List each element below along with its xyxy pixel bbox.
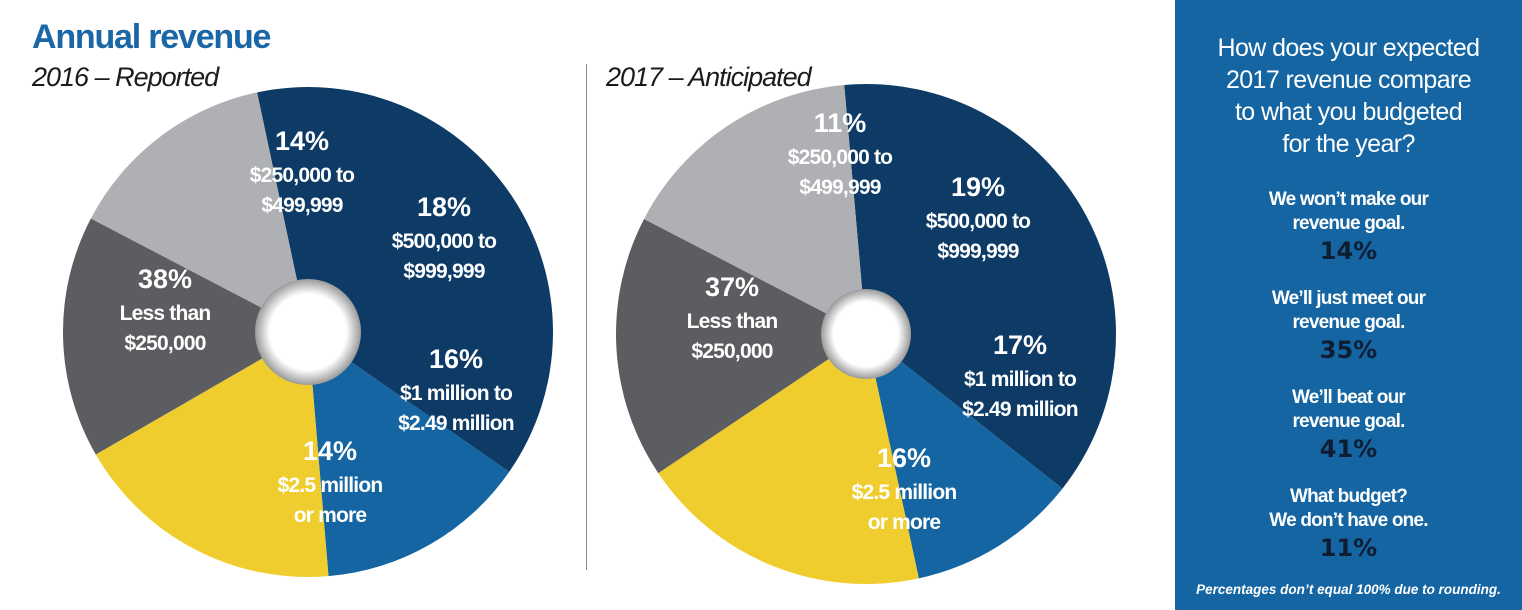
data-label-1-million-to-2-49-million: 16% $1 million to $2.49 million xyxy=(398,344,514,435)
data-label-2-5-million-or-more: 16% $2.5 million or more xyxy=(852,443,957,534)
rounding-footnote: Percentages don’t equal 100% due to roun… xyxy=(1196,582,1501,597)
pie-slice-2-5-million-or-more xyxy=(90,92,308,332)
pie-center-hole xyxy=(255,279,361,385)
pie-slice-2-5-million-or-more xyxy=(644,84,866,334)
pie-slice-500-000-to-999-999 xyxy=(658,334,919,584)
pie-slice-1-million-to-2-49-million xyxy=(62,218,309,455)
pie-slice-500-000-to-999-999 xyxy=(95,332,329,577)
pie-2016-subtitle: 2016 – Reported xyxy=(32,62,219,92)
data-label-250-000-to-499-999: 14% $250,000 to $499,999 xyxy=(250,126,354,217)
pie-chart-2016: 38% Less than $250,000 14% $250,000 to $499,9… xyxy=(62,86,553,577)
response-beat-goal: We’ll beat our revenue goal. 41% xyxy=(1175,386,1522,464)
pie-slice-1-million-to-2-49-million xyxy=(616,218,866,474)
pie-center-hole xyxy=(821,289,911,379)
response-miss-goal: We won’t make our revenue goal. 14% xyxy=(1175,188,1522,266)
data-label-2-5-million-or-more: 14% $2.5 million or more xyxy=(278,436,383,527)
data-label-1-million-to-2-49-million: 17% $1 million to $2.49 million xyxy=(962,330,1078,421)
data-label-500-000-to-999-999: 18% $500,000 to $999,999 xyxy=(392,192,496,283)
data-label-500-000-to-999-999: 19% $500,000 to $999,999 xyxy=(926,172,1030,263)
pie-slice-less-than-250-000 xyxy=(257,86,553,472)
data-label-250-000-to-499-999: 11% $250,000 to $499,999 xyxy=(788,108,892,199)
response-label: What budget? We don’t have one. xyxy=(1269,486,1428,531)
response-label: We’ll just meet our revenue goal. xyxy=(1271,288,1426,333)
chart-title: Annual revenue xyxy=(32,18,271,56)
data-label-less-than-250-000: 37% Less than $250,000 xyxy=(687,272,778,363)
pie-slice-250-000-to-499-999 xyxy=(308,332,510,577)
chart-divider xyxy=(586,64,587,570)
data-label-less-than-250-000: 38% Less than $250,000 xyxy=(120,264,211,355)
response-meet-goal: We’ll just meet our revenue goal. 35% xyxy=(1175,287,1522,365)
budget-comparison-panel: How does your expected 2017 revenue comp… xyxy=(1175,0,1522,610)
pie-slice-250-000-to-499-999 xyxy=(866,334,1063,579)
response-label: We won’t make our revenue goal. xyxy=(1268,189,1429,234)
response-value: 35% xyxy=(1319,336,1378,364)
pie-2017-subtitle: 2017 – Anticipated xyxy=(606,62,812,92)
panel-question: How does your expected 2017 revenue comp… xyxy=(1217,34,1481,158)
response-value: 14% xyxy=(1319,237,1378,265)
response-no-budget: What budget? We don’t have one. 11% xyxy=(1175,485,1522,563)
response-value: 41% xyxy=(1319,435,1378,463)
response-value: 11% xyxy=(1319,534,1378,562)
response-label: We’ll beat our revenue goal. xyxy=(1291,387,1406,432)
pie-slice-less-than-250-000 xyxy=(844,83,1116,489)
